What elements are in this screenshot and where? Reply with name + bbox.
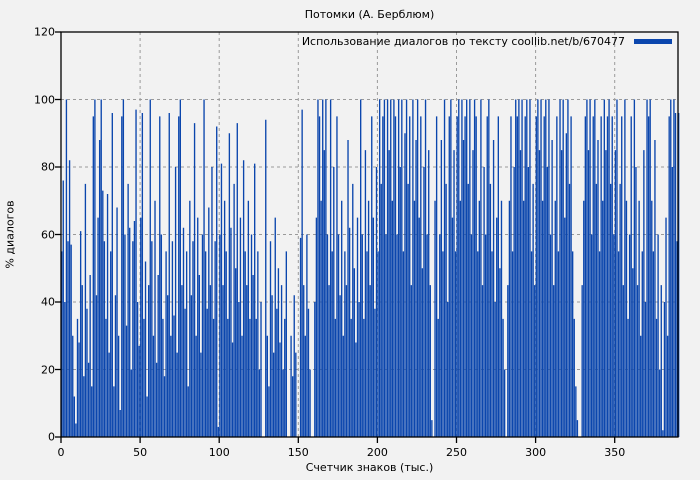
- y-tick-label: 120: [34, 25, 55, 39]
- bars: [61, 99, 680, 438]
- y-tick-label: 100: [34, 93, 55, 106]
- legend: Использование диалогов по тексту coollib…: [302, 35, 672, 48]
- y-axis-title: % диалогов: [3, 200, 17, 269]
- axis-ticks: [55, 31, 616, 443]
- x-tick-label: 200: [366, 446, 388, 459]
- x-tick-label: 100: [208, 446, 230, 459]
- x-tick-label: 0: [57, 446, 65, 459]
- legend-swatch: [634, 39, 672, 44]
- chart-title: Потомки (А. Берблюм): [304, 8, 435, 21]
- x-tick-label: 300: [525, 446, 547, 459]
- x-tick-label: 350: [604, 446, 626, 459]
- y-tick-label: 80: [41, 160, 55, 174]
- x-tick-label: 150: [287, 446, 309, 459]
- x-tick-label: 50: [133, 446, 148, 459]
- plot-border: [60, 31, 679, 438]
- y-tick-label: 60: [41, 228, 55, 241]
- y-tick-label: 0: [48, 430, 55, 444]
- legend-label: Использование диалогов по тексту coollib…: [301, 35, 625, 48]
- x-axis-title: Счетчик знаков (тыс.): [305, 461, 434, 474]
- x-tick-label: 250: [446, 446, 467, 459]
- y-tick-label: 20: [41, 363, 55, 376]
- y-tick-label: 40: [41, 295, 55, 309]
